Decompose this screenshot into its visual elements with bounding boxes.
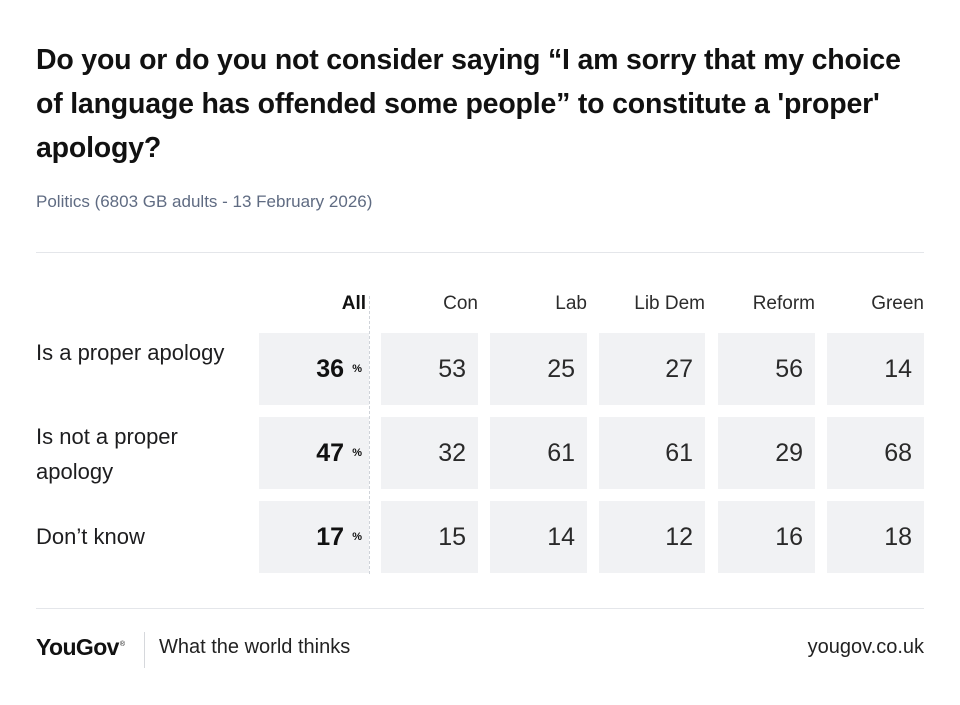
- table-cell: 32: [381, 417, 478, 489]
- party-value: 56: [775, 355, 803, 383]
- party-value: 14: [884, 355, 912, 383]
- party-value: 27: [665, 355, 693, 383]
- footer-separator: [144, 632, 145, 668]
- all-value: 36: [316, 355, 344, 383]
- party-value: 68: [884, 439, 912, 467]
- column-header-reform: Reform: [752, 293, 815, 314]
- table-cell: 68: [827, 417, 924, 489]
- table-cell: 29: [718, 417, 815, 489]
- column-header-lib-dem: Lib Dem: [634, 293, 705, 314]
- all-column-divider: [369, 296, 370, 574]
- percent-unit: %: [352, 363, 362, 375]
- party-value: 12: [665, 523, 693, 551]
- table-cell: 17%: [259, 501, 369, 573]
- chart-subtitle: Politics (6803 GB adults - 13 February 2…: [36, 192, 373, 211]
- table-cell: 14: [490, 501, 587, 573]
- party-value: 14: [547, 523, 575, 551]
- table-cell: 61: [490, 417, 587, 489]
- bottom-divider: [36, 608, 924, 609]
- party-value: 25: [547, 355, 575, 383]
- column-header-green: Green: [871, 293, 924, 314]
- table-cell: 47%: [259, 417, 369, 489]
- footer-url[interactable]: yougov.co.uk: [807, 636, 924, 658]
- chart-title: Do you or do you not consider saying “I …: [36, 44, 901, 164]
- all-value: 17: [316, 523, 344, 551]
- table-cell: 16: [718, 501, 815, 573]
- party-value: 61: [547, 439, 575, 467]
- column-header-lab: Lab: [555, 293, 587, 314]
- table-cell: 61: [599, 417, 705, 489]
- table-cell: 36%: [259, 333, 369, 405]
- registered-mark: ®: [119, 641, 125, 649]
- footer-tagline: What the world thinks: [159, 636, 351, 658]
- party-value: 29: [775, 439, 803, 467]
- percent-unit: %: [352, 447, 362, 459]
- column-header-all: All: [341, 293, 366, 314]
- logo-text: YouGov: [36, 634, 119, 660]
- party-value: 18: [884, 523, 912, 551]
- top-divider: [36, 252, 924, 253]
- party-value: 61: [665, 439, 693, 467]
- table-cell: 18: [827, 501, 924, 573]
- table-cell: 25: [490, 333, 587, 405]
- table-cell: 14: [827, 333, 924, 405]
- party-value: 16: [775, 523, 803, 551]
- percent-unit: %: [352, 531, 362, 543]
- row-label: Is not a proper apology: [36, 424, 178, 484]
- party-value: 15: [438, 523, 466, 551]
- party-value: 53: [438, 355, 466, 383]
- table-cell: 27: [599, 333, 705, 405]
- table-cell: 53: [381, 333, 478, 405]
- row-label: Don’t know: [36, 524, 145, 549]
- row-label: Is a proper apology: [36, 340, 225, 365]
- table-cell: 56: [718, 333, 815, 405]
- table-cell: 12: [599, 501, 705, 573]
- yougov-logo[interactable]: YouGov®: [36, 634, 125, 661]
- column-header-con: Con: [443, 293, 478, 314]
- party-value: 32: [438, 439, 466, 467]
- all-value: 47: [316, 439, 344, 467]
- table-cell: 15: [381, 501, 478, 573]
